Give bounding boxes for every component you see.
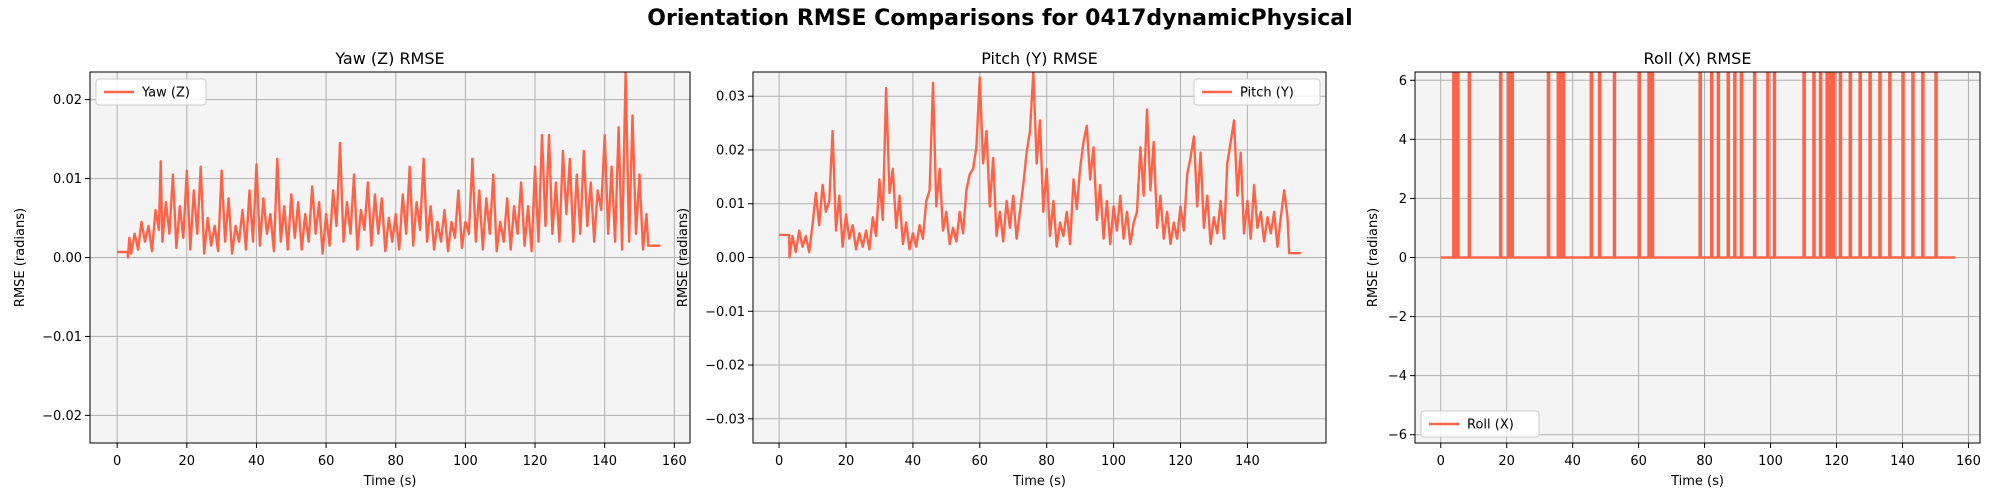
- x-tick-label: 120: [1168, 454, 1193, 469]
- pitch-rmse-chart: 0 20 40 60 80 100 120 140 −0.03 −0.02 −0.01 0.00 0.0…: [676, 49, 1327, 489]
- x-tick-label: 140: [592, 454, 617, 469]
- figure-suptitle: Orientation RMSE Comparisons for 0417dyn…: [647, 6, 1353, 31]
- y-axis-label: RMSE (radians): [13, 208, 28, 307]
- roll-rmse-chart: 0 20 40 60 80 100 120 140 160 −6 −4 −2 0 2 4 6 Roll (X) …: [1366, 49, 1981, 489]
- x-tick-label: 20: [1498, 454, 1515, 469]
- x-tick-label: 20: [838, 454, 855, 469]
- x-tick-label: 80: [1038, 454, 1055, 469]
- y-tick-label: 4: [1399, 133, 1407, 148]
- chart-title: Yaw (Z) RMSE: [334, 49, 444, 68]
- y-tick-label: 0.01: [53, 172, 82, 187]
- x-tick-label: 40: [1564, 454, 1581, 469]
- legend-box: [95, 78, 207, 106]
- yaw-rmse-chart: 0 20 40 60 80 100 120 140 160 −0.02 −0.01 0.00 0.01 0…: [13, 49, 691, 489]
- chart-title: Pitch (Y) RMSE: [981, 49, 1098, 68]
- y-tick-label: 0.02: [53, 93, 82, 108]
- y-tick-label: −0.01: [705, 305, 745, 320]
- x-axis-label: Time (s): [1670, 474, 1724, 489]
- x-tick-label: 120: [523, 454, 548, 469]
- y-tick-label: 6: [1399, 74, 1407, 89]
- legend: Roll (X): [1420, 410, 1540, 438]
- x-tick-label: 80: [1696, 454, 1713, 469]
- y-tick-label: 0: [1399, 251, 1407, 266]
- y-tick-label: −4: [1388, 369, 1407, 384]
- x-tick-label: 60: [972, 454, 989, 469]
- x-tick-label: 40: [905, 454, 922, 469]
- legend-label: Pitch (Y): [1240, 86, 1294, 101]
- legend-label: Yaw (Z): [141, 86, 190, 101]
- x-tick-label: 0: [113, 454, 121, 469]
- y-tick-label: −2: [1388, 310, 1407, 325]
- x-tick-label: 120: [1824, 454, 1849, 469]
- x-axis-label: Time (s): [363, 474, 417, 489]
- x-tick-label: 60: [318, 454, 335, 469]
- chart-title: Roll (X) RMSE: [1644, 49, 1752, 68]
- x-axis-label: Time (s): [1012, 474, 1066, 489]
- y-tick-label: −0.02: [42, 409, 82, 424]
- y-tick-label: 0.02: [716, 143, 745, 158]
- x-tick-label: 0: [1437, 454, 1445, 469]
- y-tick-label: −0.02: [705, 359, 745, 374]
- x-tick-label: 100: [453, 454, 478, 469]
- y-tick-label: 0.00: [716, 251, 745, 266]
- x-tick-label: 0: [775, 454, 783, 469]
- x-tick-label: 160: [1956, 454, 1981, 469]
- x-tick-label: 140: [1235, 454, 1260, 469]
- y-tick-label: −0.01: [42, 330, 82, 345]
- x-tick-label: 40: [248, 454, 265, 469]
- y-tick-label: −0.03: [705, 412, 745, 427]
- y-axis-label: RMSE (radians): [1366, 208, 1381, 307]
- y-tick-label: 2: [1399, 192, 1407, 207]
- x-tick-label: 100: [1101, 454, 1126, 469]
- legend: Yaw (Z): [95, 78, 207, 106]
- y-axis-label: RMSE (radians): [676, 208, 691, 307]
- x-tick-label: 140: [1890, 454, 1915, 469]
- pitch-y-series-line: [779, 72, 1301, 259]
- y-tick-label: 0.03: [716, 90, 745, 105]
- legend-label: Roll (X): [1467, 418, 1514, 433]
- y-tick-label: −6: [1388, 428, 1407, 443]
- x-tick-label: 20: [179, 454, 196, 469]
- legend: Pitch (Y): [1193, 78, 1321, 106]
- y-tick-label: 0.00: [53, 251, 82, 266]
- y-tick-label: 0.01: [716, 197, 745, 212]
- x-tick-label: 80: [387, 454, 404, 469]
- x-tick-label: 60: [1630, 454, 1647, 469]
- legend-box: [1420, 410, 1540, 438]
- yaw-z-series-line: [117, 72, 661, 259]
- x-tick-label: 160: [662, 454, 687, 469]
- legend-box: [1193, 78, 1321, 106]
- x-tick-label: 100: [1758, 454, 1783, 469]
